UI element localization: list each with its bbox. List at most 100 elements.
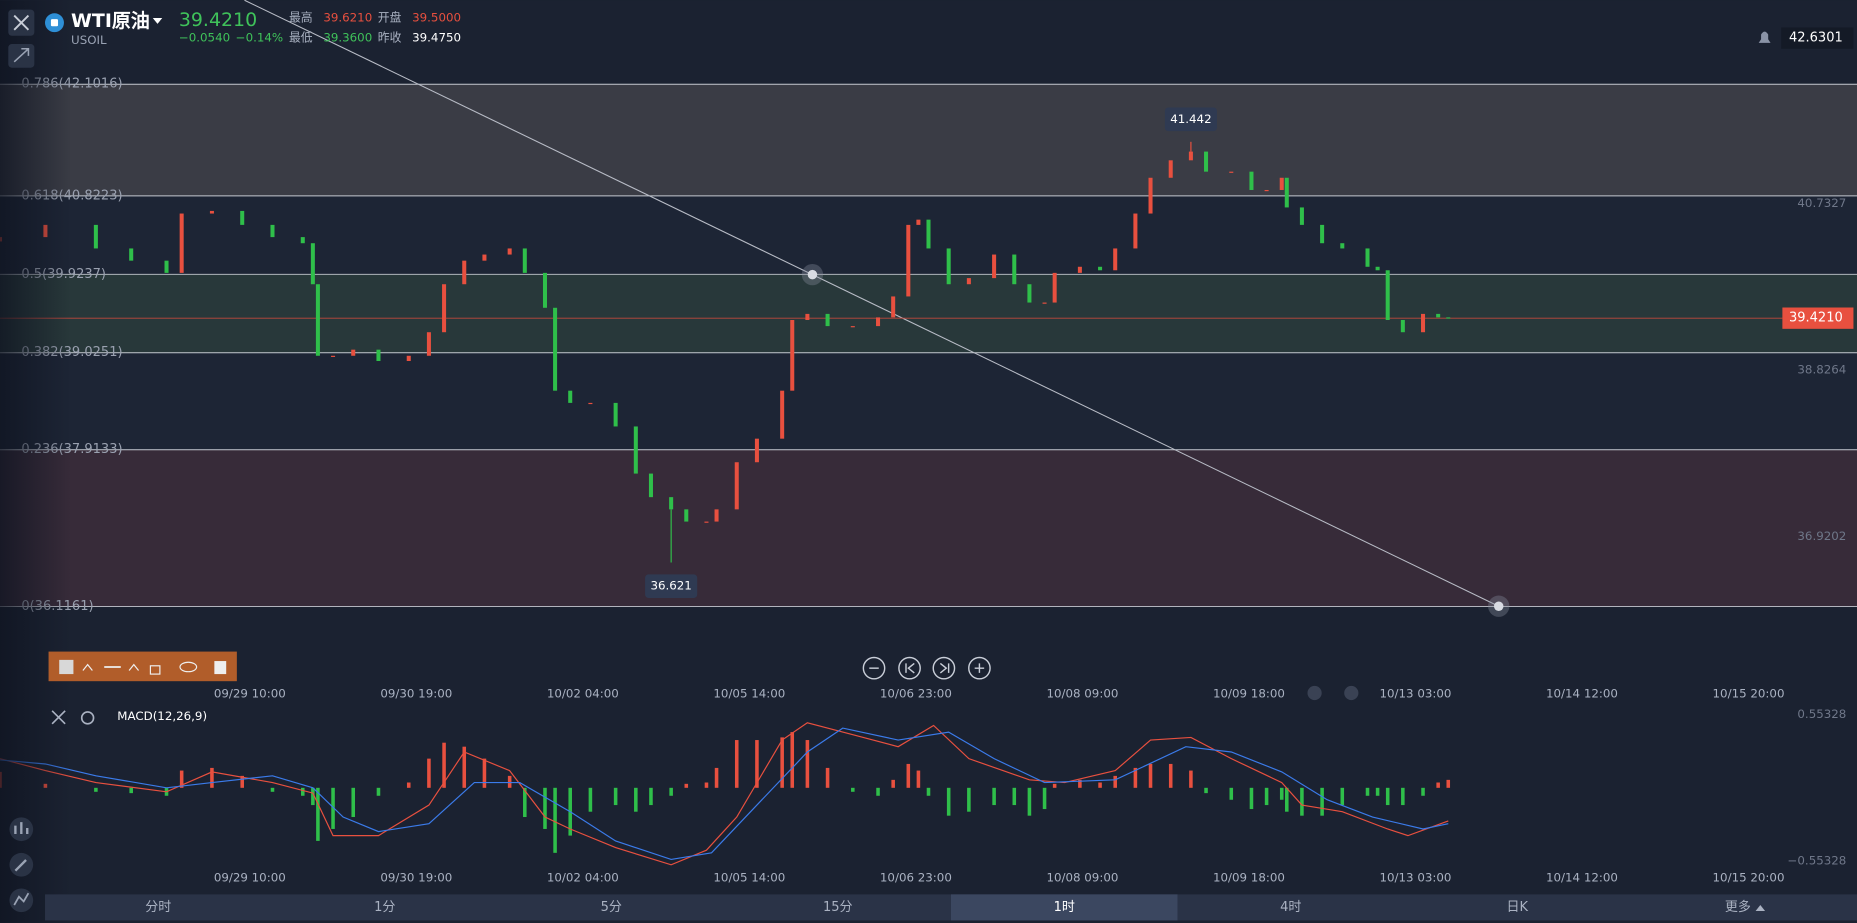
candle-body bbox=[179, 213, 184, 273]
candle-body bbox=[270, 224, 275, 238]
x-tick-label: 10/15 20:00 bbox=[1713, 870, 1785, 884]
tab[interactable]: 日K bbox=[1506, 900, 1528, 915]
macd-bar bbox=[790, 732, 795, 788]
tab[interactable]: 1时 bbox=[1054, 900, 1075, 915]
macd-bar bbox=[1148, 763, 1153, 788]
more-caret[interactable] bbox=[1755, 905, 1766, 911]
candle-body bbox=[209, 210, 214, 214]
macd-bar bbox=[376, 787, 381, 796]
macd-bar bbox=[734, 740, 739, 788]
x-tick-label: 10/06 23:00 bbox=[880, 870, 952, 884]
zoom-out[interactable] bbox=[862, 656, 886, 680]
macd-bar bbox=[1249, 787, 1254, 810]
to-end[interactable] bbox=[932, 656, 956, 680]
macd-close[interactable] bbox=[51, 710, 66, 725]
macd-bar bbox=[1229, 787, 1234, 800]
candle-body bbox=[129, 248, 134, 261]
color-button[interactable] bbox=[59, 659, 74, 675]
macd-settings[interactable] bbox=[80, 711, 95, 725]
symbol-caret[interactable] bbox=[152, 17, 163, 24]
lock-button[interactable] bbox=[149, 665, 161, 675]
macd-bar bbox=[588, 787, 593, 812]
trendline bbox=[244, 0, 1499, 607]
tab[interactable]: 5分 bbox=[601, 900, 622, 915]
candle-body bbox=[1229, 171, 1234, 173]
macd-bar bbox=[1052, 783, 1057, 788]
scroll-dot bbox=[1307, 685, 1322, 701]
candle-body bbox=[542, 272, 548, 308]
macd-bar bbox=[613, 787, 618, 806]
macd-bar bbox=[240, 775, 244, 788]
candle-body bbox=[1133, 213, 1138, 249]
x-tick-label: 10/06 23:00 bbox=[880, 687, 952, 701]
alert-icon[interactable] bbox=[1758, 31, 1771, 43]
x-tick-label: 10/02 04:00 bbox=[547, 870, 619, 884]
macd-bar bbox=[1113, 775, 1117, 788]
macd-bar bbox=[543, 787, 547, 829]
x-tick-label: 10/14 12:00 bbox=[1546, 687, 1618, 701]
x-tick-label: 09/29 10:00 bbox=[214, 870, 286, 884]
tab[interactable]: 1分 bbox=[374, 900, 395, 915]
price: 39.4210 bbox=[179, 9, 257, 31]
fib-band bbox=[0, 352, 1857, 450]
macd-bar bbox=[1300, 787, 1304, 816]
macd-bar bbox=[1285, 787, 1289, 812]
candle-body bbox=[1148, 177, 1153, 214]
x-tick-label: 10/05 14:00 bbox=[713, 687, 785, 701]
draw-icon bbox=[14, 859, 27, 872]
last-price-tag bbox=[1782, 307, 1854, 329]
drawing-toolbar bbox=[48, 651, 237, 682]
trendline-handle[interactable] bbox=[807, 269, 818, 280]
macd-bar bbox=[704, 782, 709, 788]
x-tick-label: 09/30 19:00 bbox=[380, 687, 452, 701]
macd-bar bbox=[523, 787, 527, 818]
price-change-pct: −0.14% bbox=[236, 31, 284, 45]
hide-button[interactable] bbox=[179, 661, 198, 673]
tab[interactable]: 更多 bbox=[1725, 899, 1751, 915]
macd-bar bbox=[300, 787, 305, 796]
macd-bar bbox=[270, 787, 275, 792]
zoom-in[interactable] bbox=[968, 656, 991, 680]
macd-title: MACD(12,26,9) bbox=[117, 709, 207, 723]
color-menu[interactable] bbox=[82, 663, 93, 671]
candle-body bbox=[1446, 317, 1451, 319]
candle-body bbox=[876, 317, 881, 327]
trendline-handle[interactable] bbox=[1493, 601, 1504, 611]
line-style-menu[interactable] bbox=[128, 663, 140, 671]
to-start[interactable] bbox=[898, 656, 921, 680]
tab[interactable]: 分时 bbox=[145, 900, 171, 915]
close-button[interactable] bbox=[8, 9, 35, 36]
symbol-name[interactable]: WTI原油 bbox=[71, 10, 150, 32]
y-tick-label: 40.7327 bbox=[1797, 196, 1846, 210]
scroll-dot bbox=[1344, 685, 1359, 701]
candle-body bbox=[613, 402, 618, 427]
tab[interactable]: 15分 bbox=[823, 900, 853, 915]
macd-bar bbox=[684, 783, 689, 788]
macd-pane: 0.55328 −0.55328 09/29 10:00 09/30 19:00 10/… bbox=[0, 707, 1846, 884]
candle-body bbox=[1385, 270, 1390, 321]
macd-bar bbox=[669, 787, 673, 796]
top-value: 42.6301 bbox=[1789, 31, 1843, 46]
x-tick-label: 10/13 03:00 bbox=[1379, 687, 1451, 701]
candle-body bbox=[669, 497, 674, 510]
delete-button[interactable] bbox=[214, 661, 227, 675]
candle-body bbox=[926, 219, 931, 249]
price-change: −0.0540 bbox=[179, 31, 230, 45]
stat-label: 昨收 bbox=[378, 31, 402, 45]
candle-body bbox=[1299, 207, 1304, 225]
x-tick-label: 09/29 10:00 bbox=[214, 687, 286, 701]
macd-bar bbox=[94, 787, 98, 792]
stat-value: 39.4750 bbox=[412, 31, 461, 45]
symbol-icon-mark bbox=[50, 19, 59, 27]
candle-body bbox=[805, 313, 810, 321]
macd-bar bbox=[1012, 787, 1017, 806]
candle-body bbox=[331, 355, 336, 357]
macd-bar bbox=[1168, 763, 1173, 788]
macd-bar bbox=[331, 787, 335, 829]
candle-body bbox=[1188, 151, 1193, 161]
tab[interactable]: 4时 bbox=[1280, 900, 1301, 915]
pin-button[interactable] bbox=[8, 44, 35, 68]
stat-value: 39.3600 bbox=[323, 31, 372, 45]
macd-bar bbox=[825, 767, 830, 788]
